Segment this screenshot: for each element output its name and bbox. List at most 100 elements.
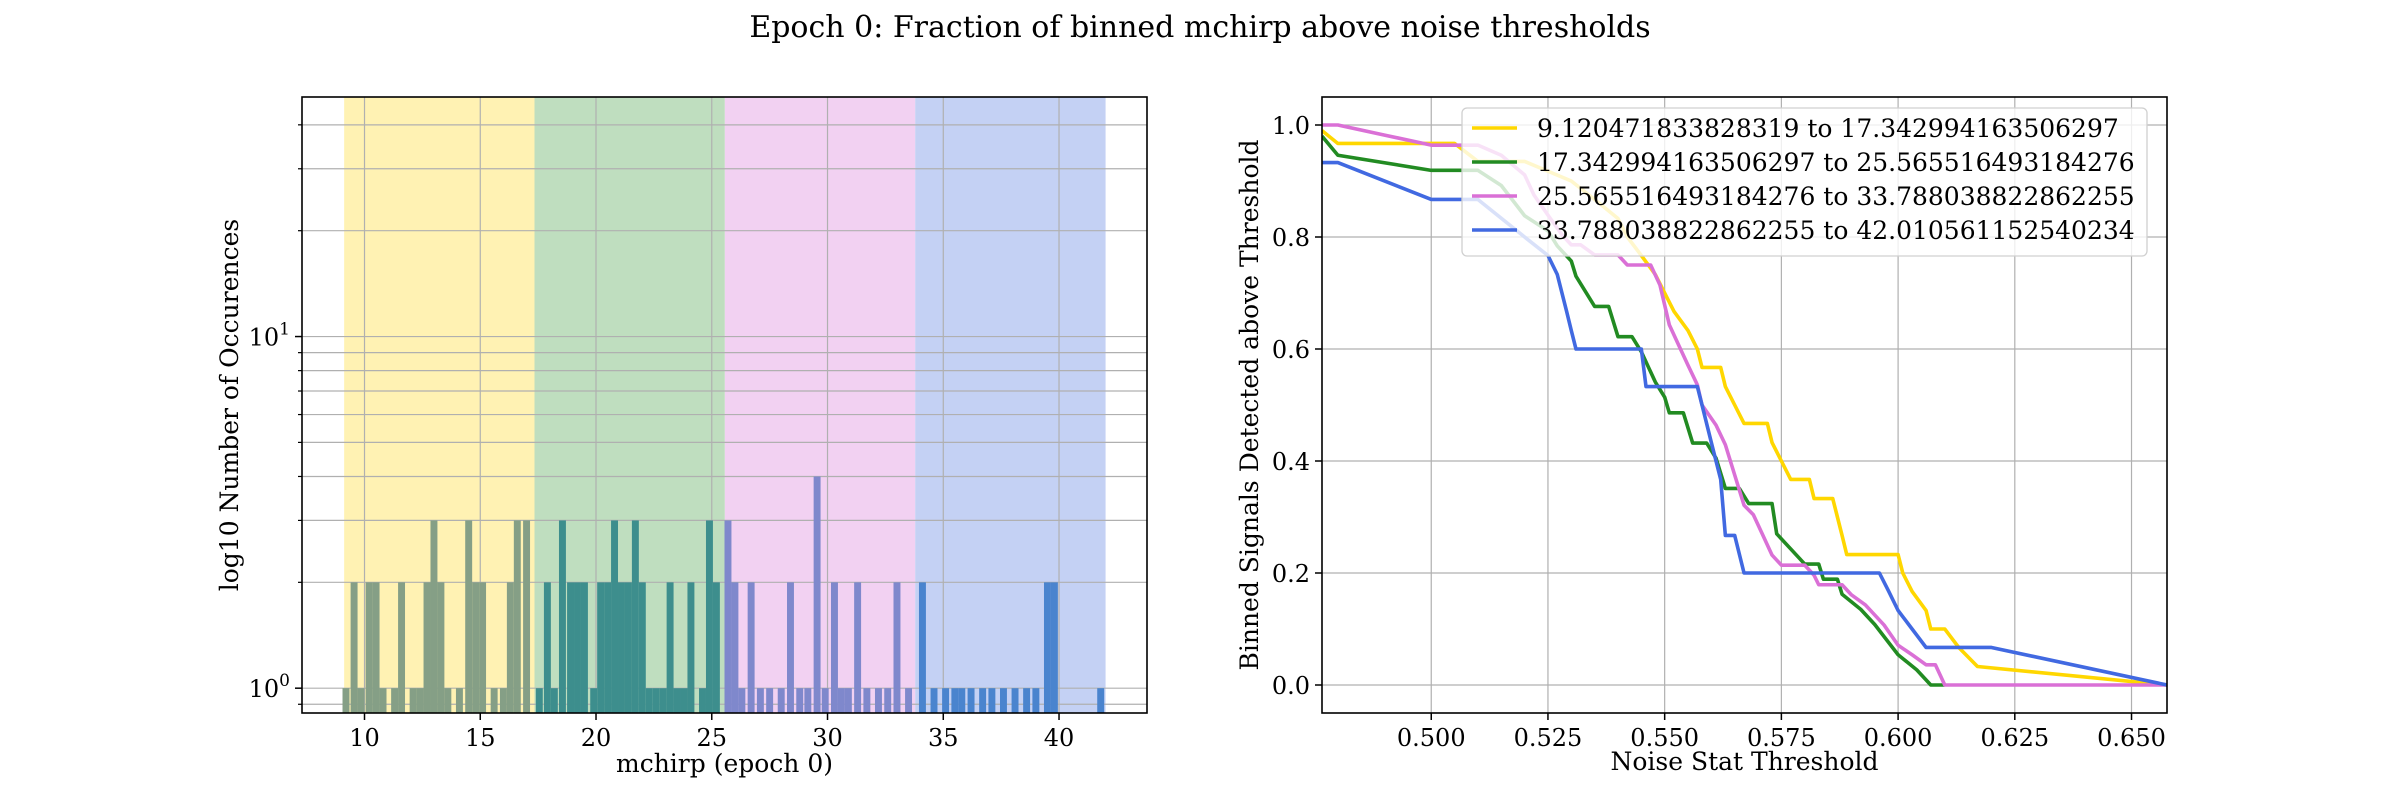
x-tick-label: 0.575	[1747, 724, 1816, 752]
histogram-bar	[821, 688, 829, 713]
histogram-bar	[398, 582, 406, 713]
histogram-bar	[999, 688, 1007, 713]
figure-title: Epoch 0: Fraction of binned mchirp above…	[749, 10, 1651, 45]
histogram-bar	[567, 582, 575, 713]
y-tick-label: 1.0	[1272, 112, 1310, 140]
x-tick-label: 30	[812, 724, 843, 752]
histogram-bar	[379, 688, 387, 713]
histogram-bar	[372, 582, 380, 713]
x-tick-label: 35	[928, 724, 959, 752]
histogram-bar	[796, 688, 804, 713]
x-tick-label: 15	[465, 724, 496, 752]
histogram-bar	[884, 688, 892, 713]
histogram-bar	[804, 688, 812, 713]
x-axis-label: mchirp (epoch 0)	[616, 749, 833, 778]
x-tick-label: 0.550	[1630, 724, 1699, 752]
y-tick-label: 0.6	[1272, 336, 1310, 364]
y-tick-exponent: 0	[279, 671, 290, 691]
histogram-bar	[391, 688, 399, 713]
histogram-bar	[631, 520, 639, 713]
x-tick-label: 0.650	[2097, 724, 2166, 752]
y-tick-exponent: 1	[279, 320, 290, 340]
histogram-bar	[645, 688, 653, 713]
histogram-bar	[611, 520, 619, 713]
histogram-bar	[1050, 582, 1058, 713]
histogram-bar	[942, 688, 950, 713]
histogram-bar	[416, 688, 424, 713]
y-axis-label: log10 Number of Occurences	[215, 219, 244, 592]
histogram-bar	[455, 688, 463, 713]
y-tick-label: 0.8	[1272, 224, 1310, 252]
histogram-bar	[874, 688, 882, 713]
histogram-bar	[472, 582, 480, 713]
histogram-bar	[1011, 688, 1019, 713]
y-tick-label: 0.4	[1272, 448, 1310, 476]
histogram-bar	[905, 688, 913, 713]
x-tick-label: 0.600	[1864, 724, 1933, 752]
histogram-bar	[813, 476, 821, 713]
histogram-bar	[342, 688, 350, 713]
y-tick-label: 0.2	[1272, 560, 1310, 588]
histogram-bar	[958, 688, 966, 713]
histogram-bar	[1097, 688, 1105, 713]
histogram-bar	[430, 520, 438, 713]
histogram-bar	[350, 582, 358, 713]
histogram-bar	[490, 688, 498, 713]
histogram-bar	[863, 688, 871, 713]
x-tick-label: 40	[1044, 724, 1075, 752]
histogram-bar	[705, 520, 713, 713]
histogram-bar	[747, 582, 755, 713]
histogram-bar	[659, 688, 667, 713]
histogram-bar	[580, 582, 588, 713]
histogram-bar	[499, 688, 507, 713]
histogram-bar	[550, 688, 558, 713]
histogram-bar	[574, 582, 581, 713]
x-tick-label: 20	[581, 724, 612, 752]
y-tick-base: 10	[249, 675, 280, 703]
legend-entry-3: 25.565516493184276 to 33.788038822862255	[1537, 182, 2135, 211]
line-chart-frame	[1321, 96, 2168, 714]
histogram-bar	[479, 582, 487, 713]
legend-entry-2: 17.342994163506297 to 25.565516493184276	[1537, 148, 2135, 177]
y-tick-label: 100	[249, 671, 290, 703]
histogram-bar	[513, 520, 521, 713]
x-tick-label: 10	[349, 724, 380, 752]
histogram-bar	[724, 520, 732, 713]
x-tick-label: 0.625	[1980, 724, 2049, 752]
histogram-bar	[673, 688, 681, 713]
histogram-bar	[777, 688, 785, 713]
histogram-bar	[844, 688, 852, 713]
histogram-bar	[1032, 688, 1040, 713]
histogram-bar	[967, 688, 975, 713]
x-axis-label: Noise Stat Threshold	[1610, 747, 1878, 776]
histogram-bar	[893, 582, 901, 713]
histogram-bar	[738, 688, 746, 713]
histogram-bar	[597, 582, 605, 713]
histogram-bar	[951, 688, 959, 713]
histogram-frame	[301, 96, 1148, 714]
histogram-bar	[854, 582, 862, 713]
legend-entry-4: 33.788038822862255 to 42.010561152540234	[1537, 216, 2135, 245]
legend-box	[1461, 107, 2148, 257]
histogram-bar	[437, 582, 445, 713]
histogram-bar	[506, 582, 514, 713]
histogram-bar	[766, 688, 774, 713]
histogram-bar	[618, 582, 625, 713]
y-tick-label: 0.0	[1272, 672, 1310, 700]
histogram-bar	[357, 688, 365, 713]
histogram-bar	[930, 688, 938, 713]
histogram-bar	[731, 582, 739, 713]
histogram-bar	[1043, 582, 1051, 713]
histogram-bar	[523, 520, 531, 713]
histogram-bar	[979, 688, 987, 713]
histogram-plot-area	[302, 97, 1147, 713]
x-tick-label: 0.525	[1514, 724, 1583, 752]
histogram-bar	[830, 582, 838, 713]
histogram-bar	[652, 688, 660, 713]
histogram-bar	[1023, 688, 1031, 713]
bin-region-4	[915, 97, 1106, 713]
histogram-bar	[590, 688, 598, 713]
histogram-bar	[837, 688, 845, 713]
histogram-bar	[535, 688, 543, 713]
